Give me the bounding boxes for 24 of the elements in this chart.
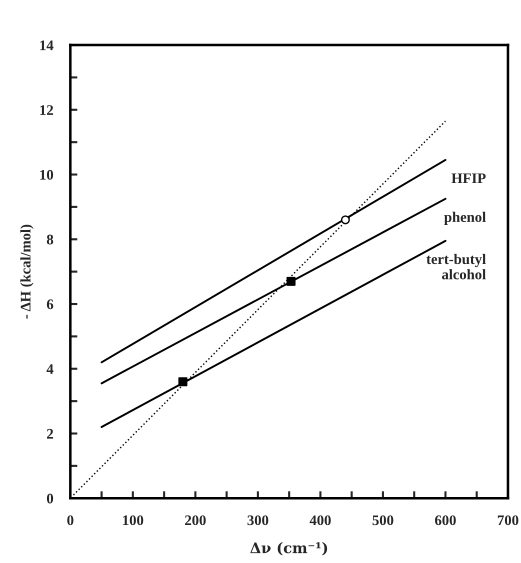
y-tick-label: 6: [46, 299, 54, 310]
y-tick-label: 8: [46, 234, 54, 244]
x-tick-label: 300: [248, 515, 268, 526]
x-tick-label: 400: [310, 515, 331, 526]
x-tick-label: 200: [185, 515, 206, 526]
series-label: tert-butyl alcohol: [426, 254, 486, 280]
x-tick-label: 600: [435, 515, 456, 526]
x-tick-label: 700: [498, 515, 518, 526]
point: [286, 276, 296, 286]
series-label: HFIP: [452, 173, 486, 184]
x-axis-title: Δν (cm⁻¹): [250, 542, 328, 556]
y-tick-label: 12: [40, 105, 54, 115]
x-tick-label: 500: [372, 515, 394, 526]
x-tick-label: 100: [123, 515, 144, 526]
y-tick-label: 2: [46, 428, 54, 439]
y-tick-label: 4: [46, 364, 54, 374]
point: [178, 377, 188, 386]
y-tick-label: 0: [46, 494, 54, 504]
series-label: phenol: [444, 212, 486, 225]
y-tick-label: 10: [40, 170, 54, 180]
y-tick-label: 14: [40, 40, 54, 50]
x-tick-label: 0: [67, 515, 74, 526]
point: [340, 215, 350, 224]
y-axis-title: - ΔH (kcal/mol): [20, 224, 34, 319]
